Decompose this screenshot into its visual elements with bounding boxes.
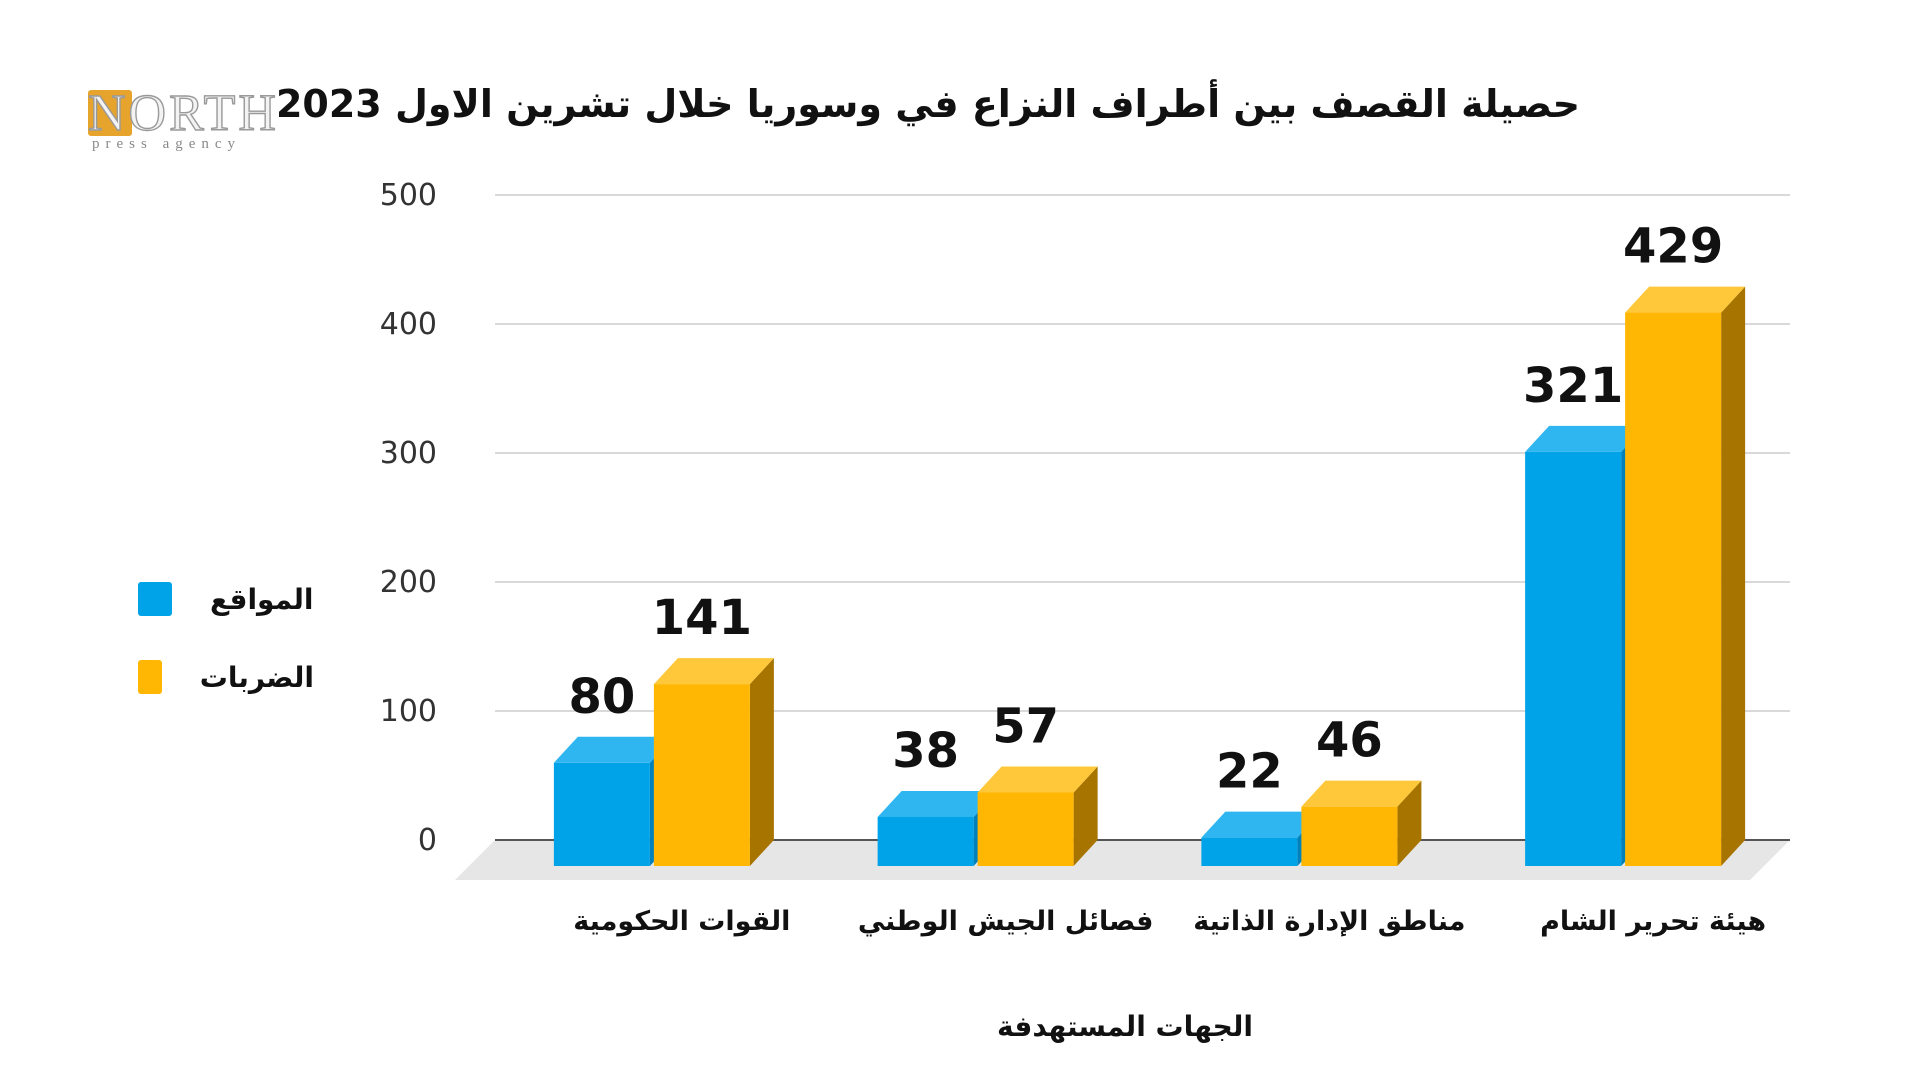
bar: [877, 816, 974, 866]
bar-side: [1721, 286, 1746, 867]
bar: [1301, 806, 1398, 866]
bar-side: [1397, 780, 1422, 866]
logo-tagline: press agency: [92, 136, 242, 152]
logo-word: NORTH: [87, 85, 279, 142]
data-label: 80: [568, 669, 635, 725]
x-tick-label: مناطق الإدارة الذاتية: [1193, 906, 1465, 937]
legend-swatch-strikes: [138, 660, 162, 694]
bar-top: [1301, 780, 1422, 807]
bar-top: [1525, 425, 1646, 452]
y-tick-label: 200: [380, 565, 437, 600]
bar: [1525, 451, 1622, 866]
legend-item-sites: المواقع: [138, 582, 314, 616]
bar-top: [1201, 811, 1322, 838]
bar-side: [749, 658, 774, 866]
bar: [553, 762, 650, 866]
data-label: 46: [1316, 713, 1383, 769]
y-tick-label: 500: [380, 178, 437, 213]
y-tick-label: 400: [380, 307, 437, 342]
north-press-logo: NORTH press agency: [87, 85, 308, 156]
bar-top: [877, 790, 998, 817]
x-tick-label: هيئة تحرير الشام: [1540, 906, 1766, 937]
bar: [653, 684, 750, 866]
legend-swatch-sites: [138, 582, 172, 616]
data-label: 429: [1623, 219, 1723, 275]
legend-label-sites: المواقع: [210, 582, 314, 616]
chart-title: حصيلة القصف بين أطراف النزاع في وسوريا خ…: [275, 82, 1580, 126]
bar: [1625, 312, 1722, 867]
data-label: 57: [992, 698, 1059, 754]
y-tick-label: 100: [380, 694, 437, 729]
data-label: 321: [1523, 358, 1623, 414]
x-tick-label: فصائل الجيش الوطني: [858, 906, 1154, 937]
bar-top: [653, 658, 774, 685]
bar-top: [977, 766, 1098, 793]
x-axis-title: الجهات المستهدفة: [997, 1010, 1253, 1043]
legend-label-strikes: الضربات: [199, 660, 314, 694]
bar-top: [1625, 286, 1746, 313]
y-tick-label: 0: [418, 823, 437, 858]
data-label: 141: [652, 590, 752, 646]
y-tick-label: 300: [380, 436, 437, 471]
bar-top: [553, 736, 674, 763]
x-tick-label: القوات الحكومية: [573, 906, 790, 937]
chart-floor: [455, 840, 1790, 880]
data-label: 38: [892, 723, 959, 779]
bar: [1201, 837, 1298, 866]
logo-mark: [88, 90, 132, 136]
bar-side: [1073, 766, 1098, 866]
bar: [977, 792, 1074, 866]
data-label: 22: [1216, 744, 1283, 800]
legend-item-strikes: الضربات: [138, 660, 314, 694]
